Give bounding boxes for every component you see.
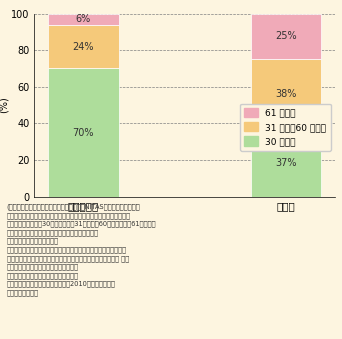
- Legend: 61 分以上, 31 分以上60 分以内, 30 分以内: 61 分以上, 31 分以上60 分以内, 30 分以内: [240, 103, 331, 151]
- Bar: [48, 68, 119, 197]
- Text: 37%: 37%: [275, 158, 297, 168]
- Bar: [251, 14, 321, 59]
- Text: 38%: 38%: [275, 89, 297, 99]
- Bar: [251, 129, 321, 197]
- Text: 6%: 6%: [76, 14, 91, 24]
- Text: 25%: 25%: [275, 32, 297, 41]
- Text: (注）国土交通省「総合交通分析システム（NITAS）」を基に、各市町
　　村（注１、２）から第三次救急医療機関へのアクセス時間を推計
　　（注３）し、「30分以: (注）国土交通省「総合交通分析システム（NITAS）」を基に、各市町 村（注１、…: [7, 203, 156, 296]
- Bar: [251, 59, 321, 129]
- Y-axis label: (%): (%): [0, 97, 8, 114]
- Text: 24%: 24%: [73, 41, 94, 52]
- Text: 70%: 70%: [73, 127, 94, 138]
- Bar: [48, 24, 119, 68]
- Bar: [48, 14, 119, 24]
